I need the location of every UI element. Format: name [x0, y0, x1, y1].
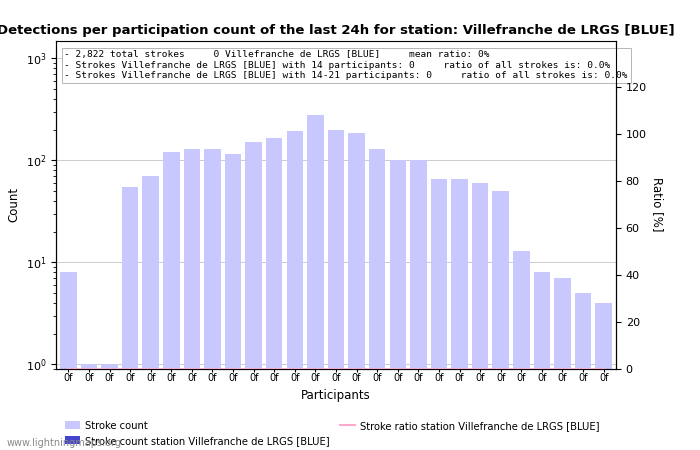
Bar: [204, 149, 220, 450]
Bar: [452, 180, 468, 450]
Bar: [554, 278, 570, 450]
Bar: [328, 130, 344, 450]
Bar: [575, 293, 592, 450]
Y-axis label: Ratio [%]: Ratio [%]: [650, 177, 664, 232]
Bar: [349, 133, 365, 450]
Text: www.lightningmaps.org: www.lightningmaps.org: [7, 438, 122, 448]
Bar: [183, 149, 200, 450]
Y-axis label: Count: Count: [7, 187, 20, 222]
Bar: [493, 191, 509, 450]
Text: - 2,822 total strokes     0 Villefranche de LRGS [BLUE]     mean ratio: 0%
- Str: - 2,822 total strokes 0 Villefranche de …: [64, 50, 628, 80]
Bar: [533, 272, 550, 450]
Title: Detections per participation count of the last 24h for station: Villefranche de : Detections per participation count of th…: [0, 23, 675, 36]
X-axis label: Participants: Participants: [301, 389, 371, 402]
Bar: [286, 131, 303, 450]
Bar: [513, 251, 529, 450]
Bar: [389, 160, 406, 450]
Bar: [266, 138, 283, 450]
Bar: [102, 364, 118, 450]
Bar: [410, 160, 426, 450]
Bar: [307, 115, 323, 450]
Bar: [143, 176, 159, 450]
Bar: [122, 187, 139, 450]
Bar: [163, 153, 179, 450]
Bar: [246, 143, 262, 450]
Bar: [369, 149, 386, 450]
Bar: [80, 364, 97, 450]
Legend: Stroke count, Stroke count station Villefranche de LRGS [BLUE], Stroke ratio sta: Stroke count, Stroke count station Ville…: [61, 417, 603, 450]
Bar: [60, 272, 76, 450]
Bar: [596, 303, 612, 450]
Bar: [225, 154, 242, 450]
Bar: [430, 180, 447, 450]
Bar: [472, 183, 489, 450]
